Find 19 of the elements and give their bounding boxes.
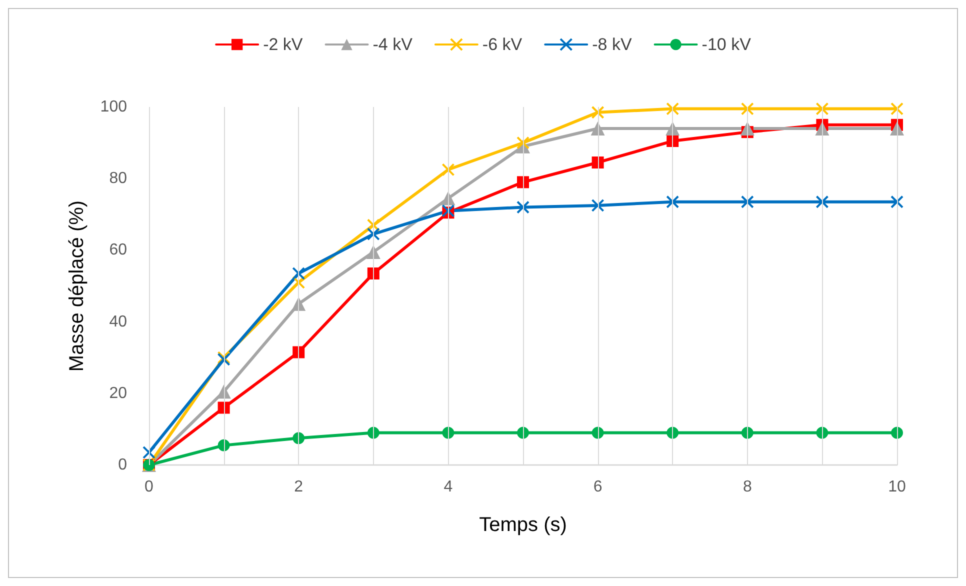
- x-axis-title: Temps (s): [479, 514, 567, 536]
- y-tick-label: 0: [118, 456, 128, 474]
- y-tick-label: 40: [109, 313, 128, 330]
- y-tick-label: 60: [109, 242, 128, 259]
- x-tick-label: 0: [144, 478, 154, 496]
- x-tick-label: 2: [294, 478, 304, 496]
- legend-label: -8 kV: [592, 35, 632, 54]
- y-tick-label: 100: [100, 98, 128, 116]
- x-tick-label: 8: [742, 478, 752, 496]
- legend-label: -4 kV: [372, 35, 414, 54]
- legend-label: -6 kV: [482, 35, 523, 54]
- x-tick-label: 10: [888, 478, 906, 496]
- legend-label: -10 kV: [702, 35, 752, 54]
- x-tick-label: 4: [444, 478, 453, 496]
- legend-label: -2 kV: [263, 35, 304, 54]
- y-axis-title: Masse déplacé (%): [66, 200, 88, 372]
- x-tick-label: 6: [593, 478, 602, 496]
- y-tick-label: 20: [109, 384, 128, 402]
- y-tick-label: 80: [109, 170, 128, 188]
